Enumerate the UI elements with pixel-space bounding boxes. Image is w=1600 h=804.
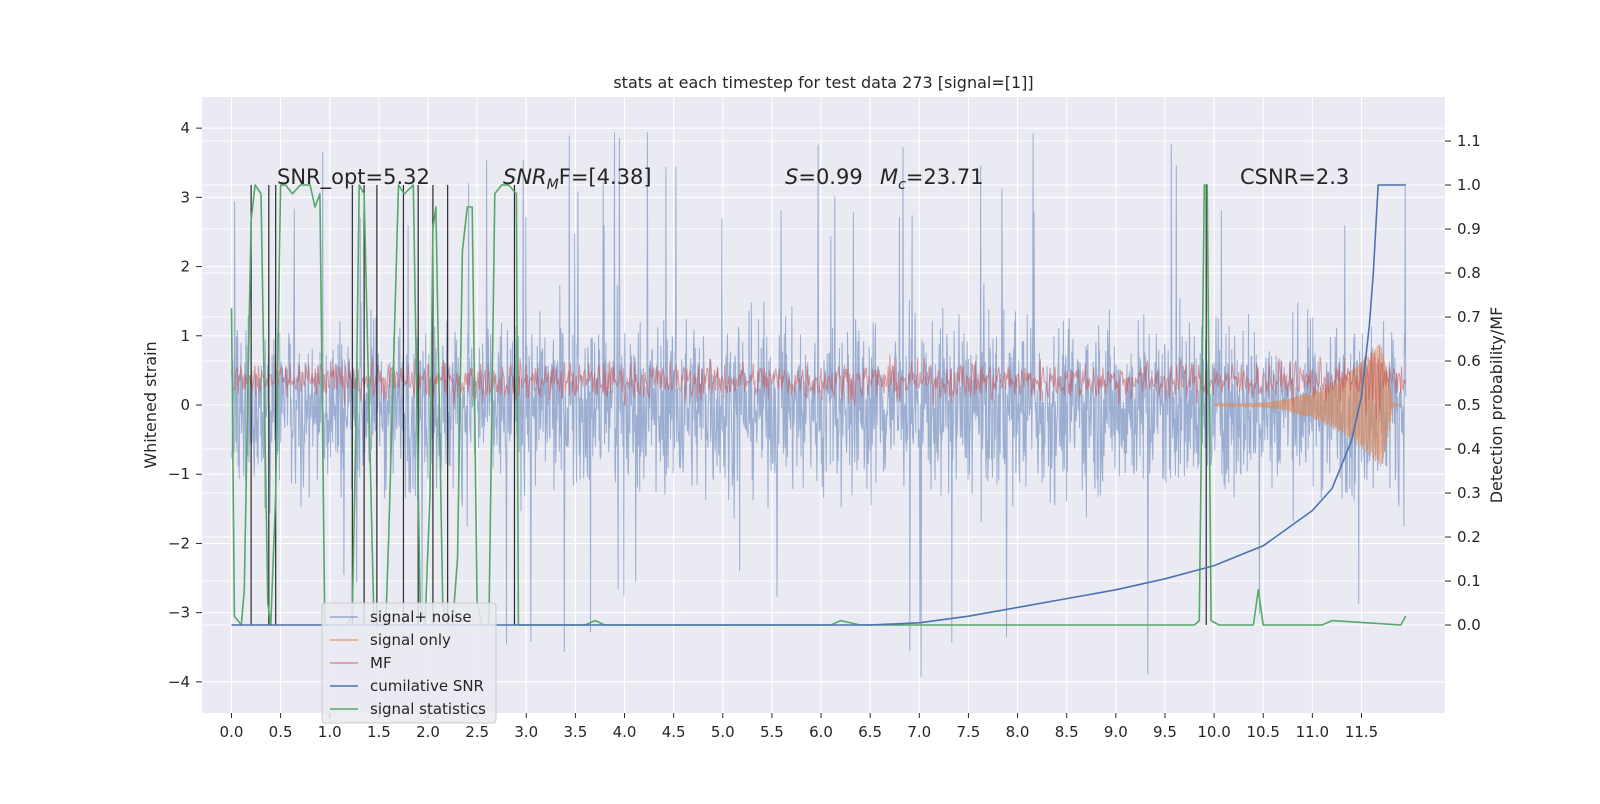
y-right-tick-label: 1.0 [1457, 176, 1481, 194]
legend-label-cumilative-snr: cumilative SNR [370, 677, 484, 695]
x-tick-label: 5.5 [760, 723, 784, 741]
y-right-tick-label: 0.4 [1457, 440, 1481, 458]
legend-label-signal-statistics: signal statistics [370, 700, 486, 718]
y-right-tick-label: 0.9 [1457, 220, 1481, 238]
x-tick-label: 6.5 [858, 723, 882, 741]
y-tick-label: 3 [180, 188, 190, 206]
x-tick-label: 7.0 [907, 723, 931, 741]
y-tick-label: 1 [180, 327, 190, 345]
y-right-tick-label: 0.7 [1457, 308, 1481, 326]
mc-subscript: c [898, 177, 906, 193]
series-cumilative-snr [231, 184, 1406, 626]
mc-tail: =23.71 [906, 165, 984, 189]
y-right-axis-label: Detection probability/MF [1487, 307, 1506, 504]
x-tick-label: 9.0 [1104, 723, 1128, 741]
x-tick-label: 3.0 [514, 723, 538, 741]
y-right-tick-label: 1.1 [1457, 132, 1481, 150]
annotation-csnr: CSNR=2.3 [1240, 165, 1349, 189]
x-tick-label: 0.5 [269, 723, 293, 741]
x-tick-label: 4.0 [613, 723, 637, 741]
x-tick-label: 6.0 [809, 723, 833, 741]
y-tick-label: −2 [168, 534, 190, 552]
x-tick-label: 7.5 [957, 723, 981, 741]
x-tick-label: 11.5 [1345, 723, 1378, 741]
legend-box [321, 602, 497, 724]
snr-mf-main: SNR [503, 165, 547, 189]
snr-mf-tail: F=[4.38] [559, 165, 652, 189]
legend: signal+ noise signal only MF cumilative … [321, 602, 497, 724]
x-tick-label: 1.5 [367, 723, 391, 741]
x-tick-label: 8.5 [1055, 723, 1079, 741]
x-tick-label: 9.5 [1153, 723, 1177, 741]
x-tick-label: 10.0 [1197, 723, 1230, 741]
y-tick-label: −1 [168, 465, 190, 483]
x-tick-label: 0.0 [220, 723, 244, 741]
s-tail: =0.99 [798, 165, 862, 189]
legend-label-signal-only: signal only [370, 631, 451, 649]
y-right-tick-label: 0.0 [1457, 616, 1481, 634]
x-tick-label: 5.0 [711, 723, 735, 741]
x-tick-label: 1.0 [318, 723, 342, 741]
y-right-axis-ticks: 0.0 0.1 0.2 0.3 0.4 0.5 0.6 0.7 0.8 0.9 1.0 1.1 [1445, 132, 1481, 634]
y-right-tick-label: 0.6 [1457, 352, 1481, 370]
series-signal-statistics [230, 184, 1407, 626]
y-right-tick-label: 0.3 [1457, 484, 1481, 502]
y-tick-label: −3 [168, 604, 190, 622]
chart-title: stats at each timestep for test data 273… [613, 73, 1033, 92]
x-tick-label: 3.5 [563, 723, 587, 741]
y-tick-label: 0 [180, 396, 190, 414]
x-tick-label: 10.5 [1247, 723, 1280, 741]
mc-main: M [880, 165, 898, 189]
y-right-tick-label: 0.8 [1457, 264, 1481, 282]
y-tick-label: 2 [180, 258, 190, 276]
x-tick-label: 8.0 [1006, 723, 1030, 741]
y-right-tick-label: 0.2 [1457, 528, 1481, 546]
legend-label-signal-noise: signal+ noise [370, 608, 472, 626]
x-tick-label: 2.5 [465, 723, 489, 741]
annotation-s: S=0.99 [785, 165, 863, 189]
legend-label-mf: MF [370, 654, 392, 672]
annotation-mc: Mc=23.71 [880, 165, 984, 193]
y-tick-label: −4 [168, 673, 190, 691]
x-tick-label: 2.0 [416, 723, 440, 741]
series-layer [230, 132, 1407, 677]
series-mf [231, 350, 1407, 420]
annotation-snr-opt: SNR_opt=5.32 [277, 165, 430, 190]
y-tick-label: 4 [180, 119, 190, 137]
y-right-tick-label: 0.5 [1457, 396, 1481, 414]
annotation-snr-mf: SNRMF=[4.38] [503, 165, 652, 193]
x-tick-label: 11.0 [1296, 723, 1329, 741]
y-axis-label: Whitened strain [141, 341, 160, 468]
series-signal-only [1213, 344, 1402, 467]
x-tick-label: 4.5 [662, 723, 686, 741]
y-right-tick-label: 0.1 [1457, 572, 1481, 590]
x-axis-ticks: 0.0 0.5 1.0 1.5 2.0 2.5 3.0 3.5 4.0 4.5 5.0 5.5 6.0 6… [220, 713, 1378, 741]
s-main: S [785, 165, 798, 189]
y-axis-ticks: −4 −3 −2 −1 0 1 2 3 4 [168, 119, 202, 691]
snr-mf-subscript: M [547, 177, 559, 193]
